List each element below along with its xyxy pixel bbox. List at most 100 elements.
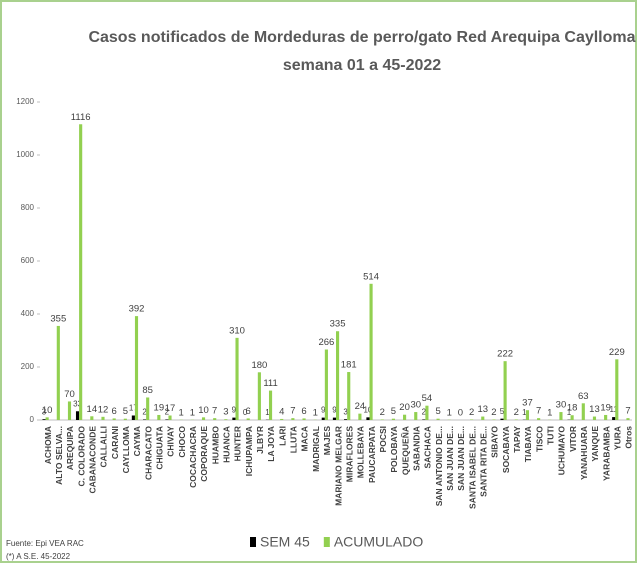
data-label: 6 bbox=[112, 406, 117, 417]
source: Fuente: Epi VEA RAC bbox=[6, 539, 84, 548]
x-tick-label: SAN JUAN DE... bbox=[456, 426, 466, 491]
bar bbox=[366, 417, 370, 420]
x-tick-label: YANAHUARA bbox=[579, 426, 589, 480]
data-label: 0 bbox=[243, 408, 248, 417]
x-tick-label: CAYLLOMA bbox=[121, 426, 131, 473]
bar bbox=[165, 419, 169, 420]
data-label: 7 bbox=[212, 406, 217, 417]
data-label: 5 bbox=[123, 406, 128, 417]
data-label: 24 bbox=[355, 401, 366, 412]
bar bbox=[101, 416, 105, 420]
x-tick-label: CHIGUATA bbox=[155, 426, 165, 470]
x-tick-label: HUNTER bbox=[233, 426, 243, 461]
bar bbox=[201, 417, 206, 420]
data-label: 1 bbox=[265, 408, 270, 417]
x-tick-label: CHOCO bbox=[177, 426, 187, 458]
x-tick-label: ICHUPAMPA bbox=[244, 426, 254, 476]
bar bbox=[168, 415, 172, 420]
x-tick-label: PAUCARPATA bbox=[367, 426, 377, 483]
bar bbox=[358, 413, 362, 420]
bar bbox=[123, 418, 127, 420]
data-label: 30 bbox=[556, 400, 567, 411]
data-label: 1 bbox=[179, 407, 184, 418]
data-label: 181 bbox=[341, 360, 357, 371]
bar bbox=[235, 337, 239, 420]
x-tick-label: JLBYR bbox=[255, 426, 265, 454]
y-tick-label: 600 bbox=[21, 256, 35, 265]
bar bbox=[612, 417, 616, 420]
y-tick-label: 200 bbox=[21, 362, 35, 371]
bar bbox=[67, 401, 72, 420]
bar bbox=[369, 283, 373, 420]
bar bbox=[146, 397, 150, 420]
data-label: 9 bbox=[321, 406, 326, 415]
data-label: 222 bbox=[497, 349, 513, 360]
bar bbox=[503, 361, 507, 420]
x-tick-label: Otros bbox=[624, 426, 634, 449]
x-tick-label: HUANCA bbox=[222, 426, 232, 463]
x-tick-label: YARABAMBA bbox=[601, 426, 611, 481]
bar bbox=[414, 412, 418, 420]
bar bbox=[500, 418, 504, 420]
bar bbox=[525, 410, 530, 420]
data-label: 13 bbox=[477, 404, 488, 415]
bar bbox=[347, 372, 351, 420]
x-tick-label: CALLALLI bbox=[99, 426, 109, 468]
data-label: 1 bbox=[567, 408, 572, 417]
x-tick-label: TAPAY bbox=[512, 426, 522, 453]
bar bbox=[232, 417, 236, 420]
y-tick-label: 800 bbox=[21, 203, 35, 212]
data-label: 335 bbox=[330, 319, 346, 330]
bar bbox=[257, 372, 261, 420]
data-label: 54 bbox=[422, 393, 433, 404]
data-label: 5 bbox=[391, 406, 396, 417]
legend-swatch bbox=[250, 537, 256, 547]
bar bbox=[75, 411, 80, 420]
data-label: 70 bbox=[64, 389, 75, 400]
x-tick-label: YURA bbox=[612, 426, 622, 450]
bar bbox=[391, 418, 395, 420]
data-label: 266 bbox=[318, 337, 334, 348]
x-tick-label: VITOR bbox=[568, 426, 578, 452]
legend-swatch bbox=[323, 537, 330, 547]
x-tick-label: POCSI bbox=[378, 426, 388, 452]
x-tick-label: LA JOYA bbox=[266, 426, 276, 462]
bar bbox=[592, 416, 597, 420]
data-label: 14 bbox=[87, 404, 98, 415]
bar bbox=[246, 418, 250, 420]
x-tick-label: SIBAYO bbox=[490, 426, 500, 458]
x-tick-label: SOCABAYA bbox=[501, 426, 511, 473]
bar bbox=[581, 403, 585, 420]
x-tick-label: UCHUMAYO bbox=[557, 426, 567, 476]
bar bbox=[79, 124, 83, 420]
data-label: 9 bbox=[232, 406, 237, 415]
x-tick-label: SANTA ISABEL DE... bbox=[467, 426, 477, 509]
data-label: 9 bbox=[332, 406, 337, 415]
legend-label: SEM 45 bbox=[260, 534, 310, 550]
data-label: 1 bbox=[190, 407, 195, 418]
bar bbox=[470, 419, 474, 420]
data-label: 2 bbox=[514, 407, 519, 418]
data-label: 17 bbox=[129, 404, 138, 413]
data-label: 1 bbox=[447, 407, 452, 418]
x-tick-label: MARIANO MELGAR bbox=[333, 426, 343, 506]
bar bbox=[302, 418, 306, 420]
data-label: 514 bbox=[363, 271, 379, 282]
bar bbox=[213, 418, 217, 420]
x-tick-label: POLOBAYA bbox=[389, 426, 399, 473]
data-label: 10 bbox=[42, 405, 53, 416]
x-tick-label: CABANACONDE bbox=[88, 426, 98, 494]
data-label: 33 bbox=[73, 399, 82, 408]
bar bbox=[570, 415, 574, 420]
x-tick-label: QUEQUEÑA bbox=[400, 426, 410, 475]
x-tick-label: MOLLEBAYA bbox=[356, 426, 366, 478]
x-tick-label: CARANI bbox=[110, 426, 120, 459]
data-label: 19 bbox=[600, 402, 611, 413]
bar bbox=[481, 416, 485, 420]
x-tick-label: MIRAFLORES bbox=[344, 426, 354, 483]
data-label: 180 bbox=[251, 360, 267, 371]
data-label: 2 bbox=[380, 407, 385, 418]
x-tick-label: CAYMA bbox=[132, 426, 142, 456]
y-tick-label: 400 bbox=[21, 309, 35, 318]
